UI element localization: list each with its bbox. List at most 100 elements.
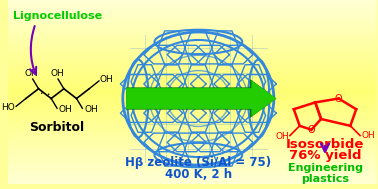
Bar (8, 38, 376, 41)
Bar (8, 170, 376, 173)
Bar (8, 0, 376, 2)
Bar (8, 94, 376, 97)
Bar (8, 146, 376, 150)
Bar (8, 84, 376, 88)
Text: Lignocellulose: Lignocellulose (13, 11, 102, 21)
Bar (8, 15, 376, 19)
Bar (8, 158, 376, 161)
Bar (8, 17, 376, 21)
Bar (8, 142, 376, 145)
Bar (8, 119, 376, 122)
Bar (8, 98, 376, 101)
Text: Isosorbide: Isosorbide (286, 138, 364, 150)
Bar (8, 181, 376, 184)
Bar (8, 31, 376, 35)
Bar (8, 57, 376, 60)
Bar (8, 8, 376, 12)
Bar (8, 61, 376, 64)
Bar (8, 100, 376, 104)
Bar (8, 43, 376, 46)
Text: OH: OH (25, 69, 39, 78)
Bar (8, 64, 376, 67)
Bar (8, 22, 376, 25)
Text: Sorbitol: Sorbitol (29, 121, 85, 134)
Text: Engineering
plastics: Engineering plastics (288, 163, 363, 184)
Bar (8, 13, 376, 16)
Bar (8, 27, 376, 30)
Bar (8, 117, 376, 120)
Text: OH: OH (84, 105, 98, 114)
Bar (8, 103, 376, 106)
Bar (8, 153, 376, 157)
Bar (8, 174, 376, 177)
Text: OH: OH (59, 105, 73, 114)
Bar (8, 89, 376, 92)
Bar (8, 135, 376, 138)
Bar (8, 40, 376, 44)
Bar (8, 54, 376, 58)
Bar (8, 128, 376, 131)
Bar (8, 80, 376, 83)
Bar (8, 160, 376, 164)
Text: OH: OH (275, 132, 289, 141)
Bar (8, 112, 376, 115)
Bar (8, 149, 376, 152)
Bar (8, 73, 376, 76)
Bar (8, 45, 376, 48)
Bar (8, 34, 376, 37)
Text: O: O (335, 94, 342, 104)
Bar (8, 66, 376, 69)
Text: OH: OH (361, 131, 375, 140)
Bar (8, 59, 376, 62)
Bar (8, 4, 376, 7)
Bar (8, 82, 376, 85)
Bar (8, 144, 376, 147)
Bar (8, 163, 376, 166)
Bar (8, 123, 376, 127)
Bar (8, 36, 376, 39)
Text: OH: OH (50, 69, 64, 78)
Bar (8, 87, 376, 90)
Bar (8, 140, 376, 143)
Bar (8, 47, 376, 51)
Bar (8, 156, 376, 159)
Bar (8, 167, 376, 170)
Bar (8, 130, 376, 134)
Bar (8, 105, 376, 108)
Bar (8, 114, 376, 118)
Bar (8, 75, 376, 78)
Bar (8, 121, 376, 124)
Bar (8, 50, 376, 53)
Bar (8, 133, 376, 136)
Bar (8, 137, 376, 141)
Text: 76% yield: 76% yield (289, 149, 361, 162)
Bar (8, 6, 376, 9)
Bar (8, 107, 376, 111)
Bar (8, 179, 376, 182)
Text: •: • (46, 91, 49, 97)
Bar (8, 1, 376, 5)
Text: 400 K, 2 h: 400 K, 2 h (165, 168, 232, 181)
Bar (8, 110, 376, 113)
Bar (8, 165, 376, 168)
Bar (8, 11, 376, 14)
Bar (8, 96, 376, 99)
FancyArrowPatch shape (126, 79, 276, 118)
Bar (8, 177, 376, 180)
Bar (8, 91, 376, 94)
Bar (8, 70, 376, 74)
Bar (8, 52, 376, 55)
Bar (8, 29, 376, 32)
FancyArrowPatch shape (126, 81, 276, 117)
Text: O: O (308, 125, 315, 135)
Text: OH: OH (100, 75, 114, 84)
Bar (8, 68, 376, 71)
Bar (8, 20, 376, 23)
Bar (8, 77, 376, 81)
Text: Hβ zeolite (Si/Al = 75): Hβ zeolite (Si/Al = 75) (125, 156, 271, 169)
Bar (8, 172, 376, 175)
Text: HO: HO (2, 103, 15, 112)
Bar (8, 24, 376, 28)
Bar (8, 126, 376, 129)
Text: •: • (40, 91, 43, 96)
